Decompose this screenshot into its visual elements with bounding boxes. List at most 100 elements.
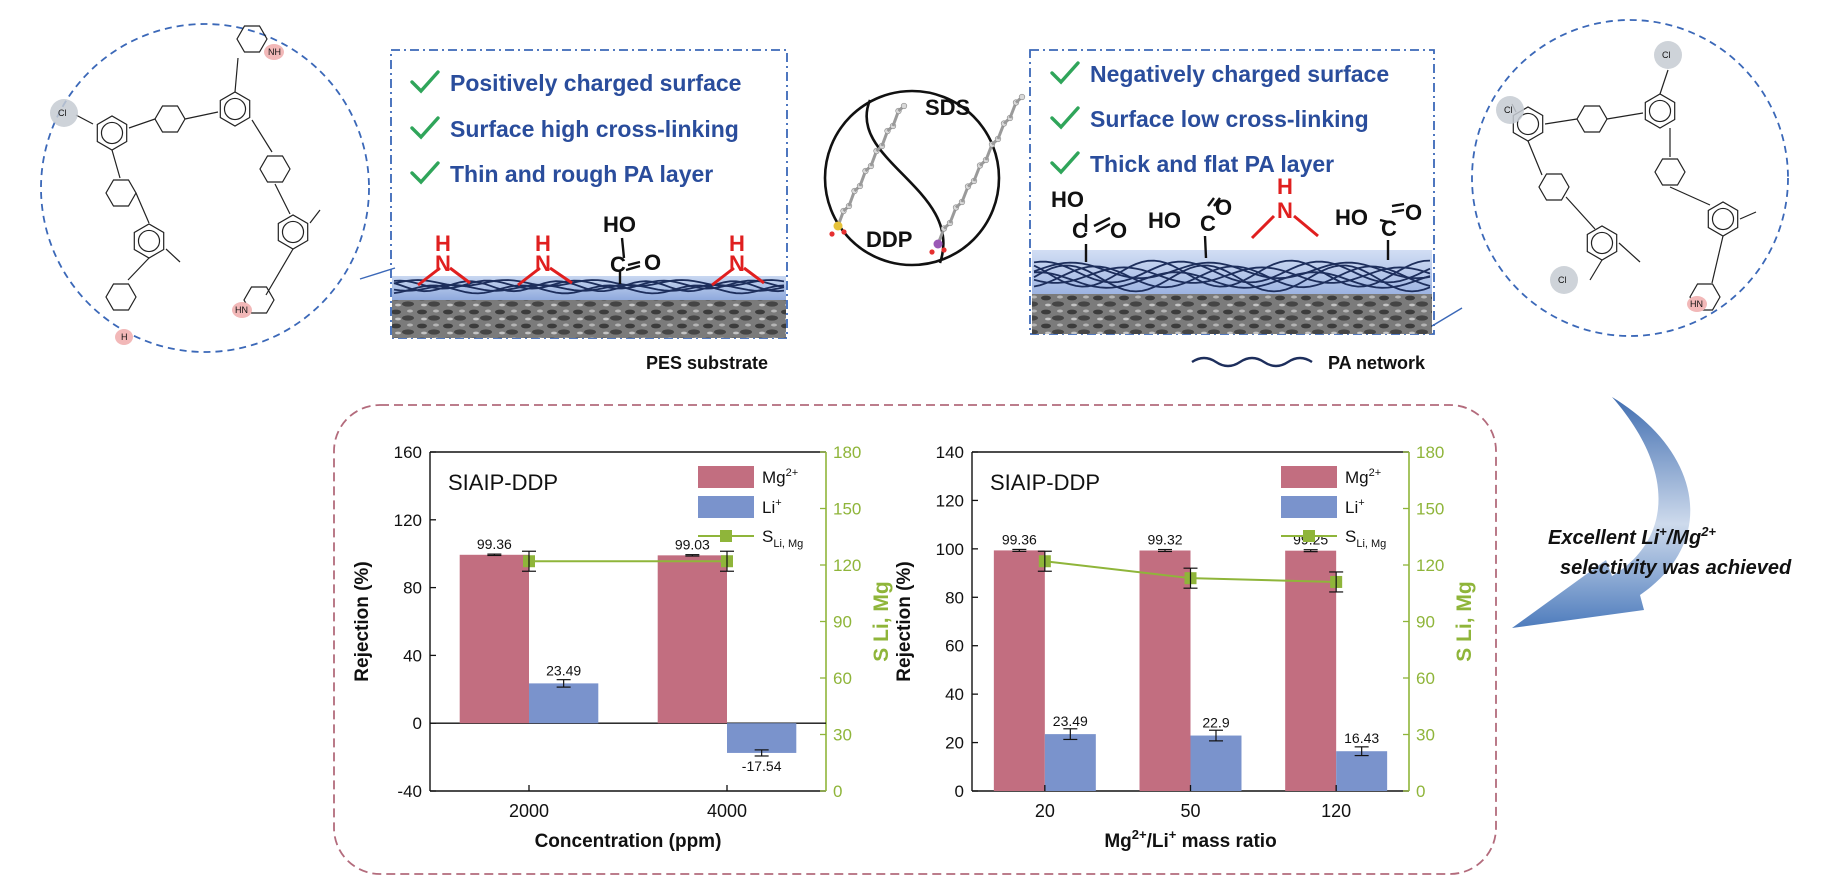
y2-axis-label: S Li, Mg bbox=[870, 581, 893, 662]
amine-n-1: N bbox=[435, 251, 451, 276]
y2-axis-label: S Li, Mg bbox=[1453, 581, 1476, 662]
bar-mg bbox=[657, 555, 727, 724]
y-tick-label: 40 bbox=[945, 685, 964, 704]
bond bbox=[128, 118, 156, 129]
bar-li bbox=[727, 723, 797, 753]
legend-label-s: SLi, Mg bbox=[762, 527, 803, 550]
bond bbox=[111, 149, 121, 179]
ddp-label: DDP bbox=[866, 227, 912, 252]
cl-label: Cl bbox=[58, 108, 67, 118]
legend-swatch-li bbox=[698, 496, 754, 518]
bond bbox=[1606, 112, 1644, 120]
y2-tick-label: 150 bbox=[833, 500, 861, 519]
amine-h-right: H bbox=[1277, 174, 1293, 199]
right-callout-line bbox=[1431, 307, 1463, 327]
y2-tick-label: 0 bbox=[1416, 782, 1425, 801]
legend-swatch-mg bbox=[1281, 466, 1337, 488]
y2-tick-label: 180 bbox=[833, 443, 861, 462]
y-tick-label: 80 bbox=[945, 588, 964, 607]
bar-mg bbox=[1139, 550, 1191, 791]
data-label-li: -17.54 bbox=[742, 758, 782, 774]
bond bbox=[165, 248, 181, 263]
bond bbox=[1618, 242, 1641, 263]
x-axis-label: Mg2+/Li+ mass ratio bbox=[1104, 827, 1276, 852]
bar-mg bbox=[1285, 550, 1337, 791]
carboxyl-o-right-3: O bbox=[1405, 200, 1422, 225]
x-axis-label: Concentration (ppm) bbox=[535, 831, 722, 852]
y-tick-label: 160 bbox=[394, 443, 422, 462]
legend-swatch-li bbox=[1281, 496, 1337, 518]
bond bbox=[274, 183, 291, 215]
left-feature-panel: Positively charged surface Surface high … bbox=[390, 49, 788, 373]
bond bbox=[1711, 235, 1724, 284]
right-feature-2: Surface low cross-linking bbox=[1090, 106, 1369, 132]
bond bbox=[1544, 118, 1578, 125]
pa-chain bbox=[1033, 264, 1431, 293]
bond bbox=[1659, 69, 1669, 95]
oxygen-atom bbox=[929, 249, 935, 255]
y2-tick-label: 120 bbox=[833, 556, 861, 575]
data-label-mg: 99.03 bbox=[675, 536, 710, 552]
y-tick-label: 60 bbox=[945, 637, 964, 656]
x-tick-label: 120 bbox=[1321, 801, 1351, 821]
pa-chain bbox=[393, 279, 785, 290]
pes-substrate bbox=[392, 300, 786, 338]
selectivity-arrow bbox=[1512, 397, 1691, 628]
carboxyl-ho-left: HO bbox=[603, 212, 636, 237]
aromatic-circle bbox=[1590, 231, 1614, 255]
bar-mg bbox=[993, 550, 1045, 791]
head-group bbox=[833, 221, 843, 231]
chain-atom bbox=[1018, 93, 1026, 101]
carboxyl-o-left: O bbox=[644, 250, 661, 275]
y-tick-label: 0 bbox=[955, 782, 964, 801]
amine-n-right: N bbox=[1277, 198, 1293, 223]
bond bbox=[75, 114, 94, 125]
charts-frame bbox=[333, 404, 1497, 875]
x-tick-label: 2000 bbox=[509, 801, 549, 821]
benzene-ring bbox=[1644, 93, 1676, 129]
piperazine-ring bbox=[1538, 173, 1570, 201]
left-molecule-circle: Cl NH HN H bbox=[40, 23, 370, 353]
legend-label-s: SLi, Mg bbox=[1345, 527, 1386, 550]
bond bbox=[127, 257, 150, 281]
chart-title: SIAIP-DDP bbox=[448, 470, 558, 495]
aromatic-circle bbox=[137, 229, 161, 253]
pa-chain bbox=[393, 283, 785, 292]
nh-label: NH bbox=[268, 47, 281, 57]
legend-label-mg: Mg2+ bbox=[1345, 467, 1381, 487]
y2-tick-label: 120 bbox=[1416, 556, 1444, 575]
piperazine-ring bbox=[243, 286, 275, 314]
bar-mg bbox=[459, 554, 529, 724]
carboxyl-ho-right-3: HO bbox=[1335, 205, 1368, 230]
oxygen-atom bbox=[829, 231, 835, 237]
acyl-chloride-highlight bbox=[50, 99, 78, 127]
amine-n-3: N bbox=[729, 251, 745, 276]
chain-atom bbox=[900, 102, 908, 110]
legend-label-li: Li+ bbox=[1345, 497, 1365, 517]
y2-tick-label: 90 bbox=[833, 613, 852, 632]
bar-li bbox=[529, 683, 599, 724]
x-tick-label: 20 bbox=[1035, 801, 1055, 821]
aromatic-circle bbox=[223, 97, 247, 121]
check-icon bbox=[1050, 106, 1080, 130]
hn-label: HN bbox=[235, 305, 248, 315]
aromatic-circle bbox=[100, 121, 124, 145]
aromatic-circle bbox=[1516, 112, 1540, 136]
data-label-mg: 99.36 bbox=[477, 536, 512, 552]
bond bbox=[251, 119, 273, 153]
right-feature-panel: Negatively charged surface Surface low c… bbox=[1029, 49, 1435, 373]
check-icon bbox=[410, 116, 440, 140]
x-tick-label: 50 bbox=[1180, 801, 1200, 821]
pa-chain bbox=[393, 284, 785, 295]
left-feature-3: Thin and rough PA layer bbox=[450, 161, 713, 187]
y-tick-label: -40 bbox=[397, 782, 422, 801]
data-label-mg: 99.32 bbox=[1147, 532, 1182, 548]
right-amine-bonds bbox=[1250, 214, 1319, 240]
legend-swatch-mg bbox=[698, 466, 754, 488]
chart-mass-ratio: 0 20 40 60 80 100 120 140 0 30 60 90 120 150 180 99.36 9… bbox=[894, 443, 1476, 852]
data-label-li: 16.43 bbox=[1344, 730, 1379, 746]
piperazine-ring bbox=[105, 283, 137, 311]
left-feature-1: Positively charged surface bbox=[450, 70, 741, 96]
bond bbox=[135, 192, 150, 224]
